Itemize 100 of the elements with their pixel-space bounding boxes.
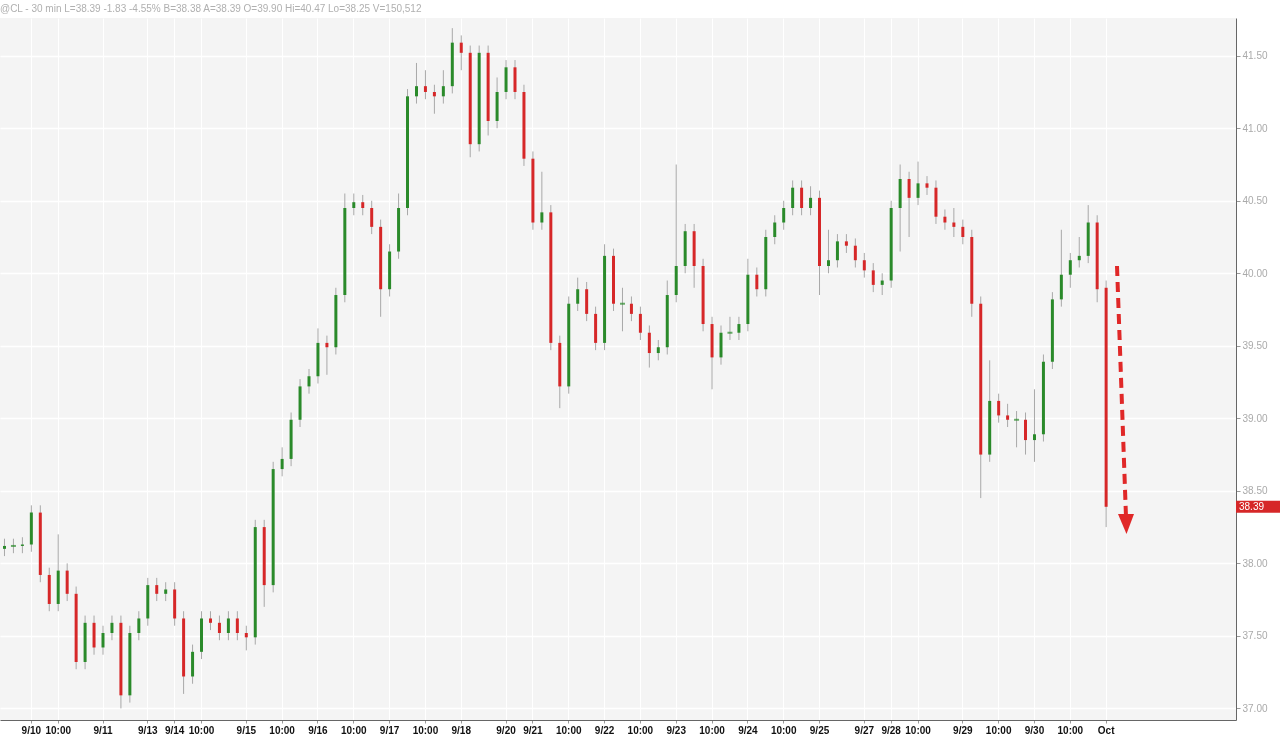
candlestick bbox=[997, 393, 1001, 424]
candlestick bbox=[826, 229, 830, 274]
candlestick bbox=[755, 266, 759, 297]
candlestick bbox=[853, 237, 857, 268]
candlestick bbox=[737, 316, 741, 341]
candlestick bbox=[101, 625, 105, 656]
x-tick-label: 9/22 bbox=[594, 724, 615, 736]
x-tick-label: 10:00 bbox=[699, 724, 726, 736]
x-tick-label: Oct bbox=[1097, 724, 1116, 736]
candlestick bbox=[432, 84, 436, 115]
y-tick-label: 40.00 bbox=[1242, 267, 1268, 279]
y-tick-label: 38.50 bbox=[1242, 485, 1268, 497]
candlestick bbox=[907, 171, 911, 238]
x-tick-label: 9/14 bbox=[164, 724, 185, 736]
candlestick bbox=[441, 69, 445, 105]
x-tick-label: 9/29 bbox=[953, 724, 973, 736]
candlestick bbox=[835, 233, 839, 268]
y-tick-label: 41.50 bbox=[1242, 50, 1268, 62]
candlestick bbox=[862, 252, 866, 279]
x-tick-label: 10:00 bbox=[1057, 724, 1084, 736]
x-tick-label: 9/18 bbox=[451, 724, 472, 736]
candlestick bbox=[244, 625, 248, 651]
x-tick-label: 10:00 bbox=[555, 724, 582, 736]
candlestick bbox=[791, 179, 795, 216]
candlestick bbox=[361, 194, 365, 216]
candlestick bbox=[961, 219, 965, 245]
x-tick-label: 10:00 bbox=[627, 724, 654, 736]
candlestick bbox=[164, 581, 168, 602]
candlestick bbox=[352, 193, 356, 216]
x-tick-label: 9/30 bbox=[1024, 724, 1045, 736]
x-tick-label: 9/28 bbox=[881, 724, 902, 736]
candlestick bbox=[65, 562, 69, 602]
x-tick-label: 9/10 bbox=[21, 724, 42, 736]
y-tick-label: 37.50 bbox=[1242, 630, 1268, 642]
x-tick-label: 9/23 bbox=[666, 724, 687, 736]
candlestick bbox=[1014, 410, 1020, 448]
candlestick bbox=[576, 277, 580, 312]
x-tick-label: 10:00 bbox=[985, 724, 1012, 736]
candlestick bbox=[1032, 388, 1036, 463]
candlestick bbox=[414, 62, 418, 105]
candlestick bbox=[782, 200, 786, 231]
x-tick-label: 10:00 bbox=[188, 724, 215, 736]
text: 38.39 bbox=[1239, 500, 1265, 512]
x-tick-label: 10:00 bbox=[340, 724, 368, 736]
candlestick bbox=[809, 185, 813, 216]
candlestick bbox=[110, 615, 114, 641]
candlestick bbox=[235, 610, 239, 641]
candlestick bbox=[226, 610, 230, 641]
candlestick bbox=[844, 233, 848, 254]
x-tick-label: 10:00 bbox=[905, 724, 932, 736]
candlestick bbox=[307, 368, 311, 395]
x-tick-label: 9/20 bbox=[496, 724, 517, 736]
y-tick-label: 39.50 bbox=[1242, 340, 1268, 352]
candlestick bbox=[800, 179, 804, 216]
x-tick-label: 9/25 bbox=[809, 724, 830, 736]
x-tick-label: 9/21 bbox=[523, 724, 544, 736]
candlestick bbox=[1077, 236, 1081, 268]
x-tick-label: 9/17 bbox=[379, 724, 400, 736]
x-tick-label: 10:00 bbox=[45, 724, 72, 736]
candlestick bbox=[325, 335, 329, 376]
y-tick-label: 40.50 bbox=[1242, 195, 1268, 207]
x-tick-label: 9/27 bbox=[854, 724, 875, 736]
candlestick bbox=[727, 316, 733, 341]
candlestick bbox=[952, 207, 956, 238]
candlestick bbox=[280, 446, 284, 477]
y-tick-label: 39.00 bbox=[1242, 412, 1268, 424]
candlestick bbox=[1068, 252, 1072, 289]
candlestick bbox=[656, 339, 660, 361]
x-tick-label: 9/15 bbox=[236, 724, 257, 736]
x-tick-label: 10:00 bbox=[412, 724, 439, 736]
candlestick bbox=[629, 295, 633, 322]
x-tick-label: 10:00 bbox=[770, 724, 797, 736]
x-tick-label: 9/11 bbox=[93, 724, 113, 736]
candlestick bbox=[217, 615, 221, 641]
candlestick bbox=[208, 610, 212, 631]
candlestick bbox=[880, 272, 884, 296]
candlestick bbox=[459, 34, 463, 71]
candlestick bbox=[943, 208, 947, 231]
chart-title: @CL - 30 min L=38.39 -1.83 -4.55% B=38.38 A=38.39 O=39.90 Hi=40.47 Lo=38.25 V=150,512 bbox=[0, 3, 422, 14]
candlestick bbox=[619, 287, 625, 332]
x-tick-label: 10:00 bbox=[269, 724, 296, 736]
x-tick-label: 9/16 bbox=[308, 724, 329, 736]
candlestick bbox=[137, 610, 141, 641]
candlestick bbox=[647, 324, 651, 369]
candlestick bbox=[871, 262, 875, 293]
candlestick bbox=[1006, 403, 1010, 428]
candlestick bbox=[540, 171, 544, 231]
y-tick-label: 41.00 bbox=[1242, 122, 1268, 134]
candlestick bbox=[638, 306, 642, 341]
candlestick bbox=[773, 214, 777, 245]
x-tick-label: 9/24 bbox=[738, 724, 759, 736]
candlestick bbox=[1024, 412, 1028, 456]
y-tick-label: 38.00 bbox=[1242, 557, 1268, 569]
x-tick-label: 9/13 bbox=[138, 724, 158, 736]
candlestick bbox=[155, 577, 159, 602]
y-tick-label: 37.00 bbox=[1242, 702, 1268, 714]
candlestick bbox=[423, 69, 427, 100]
candlestick bbox=[370, 200, 374, 235]
candlestick bbox=[925, 175, 929, 196]
candlestick bbox=[916, 161, 920, 206]
